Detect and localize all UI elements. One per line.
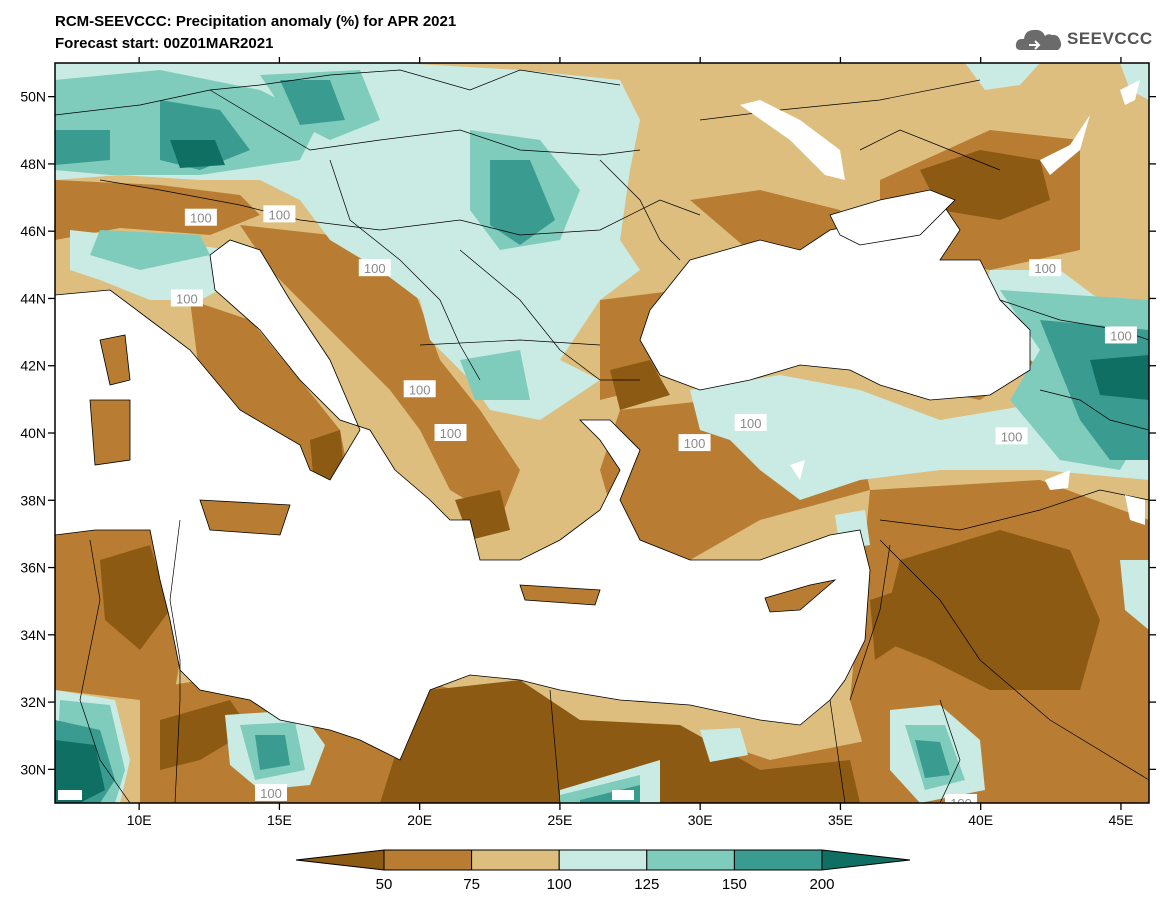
contour-label: 100 bbox=[176, 291, 198, 306]
seevccc-logo: SEEVCCC bbox=[1015, 24, 1153, 54]
x-tick-label: 35E bbox=[828, 812, 853, 828]
colorbar-swatch bbox=[558, 849, 648, 871]
mediterranean-sea bbox=[55, 239, 871, 761]
colorbar-swatch-high bbox=[821, 849, 911, 871]
anomaly-field: 100 100 100 100 100 100 100 100 100 100 100 100 100 bbox=[55, 63, 1149, 811]
contour-label-bg bbox=[995, 427, 1028, 445]
colorbar-swatch-low bbox=[295, 849, 385, 871]
colorbar-swatch bbox=[383, 849, 473, 871]
contour-label-bg bbox=[254, 783, 287, 801]
x-tick-label: 30E bbox=[688, 812, 713, 828]
colorbar-swatch bbox=[733, 849, 823, 871]
contour-label: 100 bbox=[740, 416, 762, 431]
contour-label-bg bbox=[170, 289, 203, 307]
contour-label-bg bbox=[184, 208, 217, 226]
x-tick-label: 40E bbox=[968, 812, 993, 828]
x-tick-label: 20E bbox=[407, 812, 432, 828]
colorbar-swatch bbox=[471, 849, 560, 871]
x-tick-label: 15E bbox=[267, 812, 292, 828]
y-tick-label: 30N bbox=[20, 761, 46, 777]
x-tick-label: 10E bbox=[127, 812, 152, 828]
contour-label: 100 bbox=[1110, 328, 1132, 343]
y-tick-label: 50N bbox=[20, 89, 46, 105]
contour-label: 100 bbox=[409, 382, 431, 397]
contour-label: 100 bbox=[950, 796, 972, 811]
colorbar-level-label: 200 bbox=[809, 876, 834, 893]
cloud-icon bbox=[1015, 29, 1062, 50]
y-tick-label: 48N bbox=[20, 156, 46, 172]
contour-label: 100 bbox=[364, 261, 386, 276]
y-tick-label: 40N bbox=[20, 425, 46, 441]
field-very-dry-regions bbox=[100, 150, 1100, 803]
colorbar-level-label: 125 bbox=[634, 876, 659, 893]
y-tick-label: 44N bbox=[20, 290, 46, 306]
colorbar: 50 75 100 125 150 200 bbox=[295, 849, 911, 893]
sea-areas bbox=[55, 189, 1031, 761]
logo-text: SEEVCCC bbox=[1067, 29, 1153, 48]
contour-label-bg bbox=[434, 424, 467, 441]
contour-label-bg bbox=[263, 205, 296, 223]
missing-data-patches bbox=[58, 80, 1145, 800]
x-axis: 10E 15E 20E 25E 30E 35E 40E 45E bbox=[127, 57, 1133, 828]
forecast-start-subtitle: Forecast start: 00Z01MAR2021 bbox=[55, 35, 274, 52]
country-borders bbox=[55, 69, 1149, 803]
contour-label-bg bbox=[1104, 326, 1137, 344]
contour-label: 100 bbox=[1034, 261, 1056, 276]
contour-label-bg bbox=[358, 259, 391, 277]
field-extreme-wet-regions bbox=[55, 140, 1149, 803]
contour-label-bg bbox=[678, 434, 711, 452]
x-tick-label: 25E bbox=[547, 812, 572, 828]
contour-label-bg bbox=[1029, 259, 1062, 277]
y-tick-label: 32N bbox=[20, 694, 46, 710]
contour-label: 100 bbox=[269, 207, 291, 222]
contour-label-group: 100 100 100 100 100 100 100 100 100 100 100 100 100 bbox=[170, 205, 1137, 811]
y-axis: 50N 48N 46N 44N 42N 40N 38N 36N 34N 32N 30N bbox=[20, 89, 1156, 777]
y-tick-label: 38N bbox=[20, 492, 46, 508]
contour-label: 100 bbox=[684, 436, 706, 451]
map-title: RCM-SEEVCCC: Precipitation anomaly (%) f… bbox=[55, 13, 457, 30]
contour-label: 100 bbox=[1001, 429, 1023, 444]
colorbar-level-label: 100 bbox=[547, 876, 572, 893]
sea-of-azov bbox=[829, 189, 956, 246]
black-sea bbox=[639, 199, 1031, 401]
colorbar-level-label: 150 bbox=[722, 876, 747, 893]
contour-label: 100 bbox=[440, 426, 462, 441]
contour-label-bg bbox=[945, 794, 978, 803]
contour-label: 100 bbox=[260, 786, 282, 801]
colorbar-level-label: 50 bbox=[376, 876, 393, 893]
y-tick-label: 42N bbox=[20, 358, 46, 374]
colorbar-level-label: 75 bbox=[463, 876, 480, 893]
y-tick-label: 46N bbox=[20, 223, 46, 239]
y-tick-label: 36N bbox=[20, 560, 46, 576]
contour-label: 100 bbox=[190, 211, 212, 226]
contour-label-bg bbox=[734, 413, 767, 431]
islands bbox=[89, 334, 837, 613]
colorbar-swatch bbox=[646, 849, 735, 871]
y-tick-label: 34N bbox=[20, 627, 46, 643]
x-tick-label: 45E bbox=[1108, 812, 1133, 828]
contour-label-bg bbox=[403, 380, 436, 398]
